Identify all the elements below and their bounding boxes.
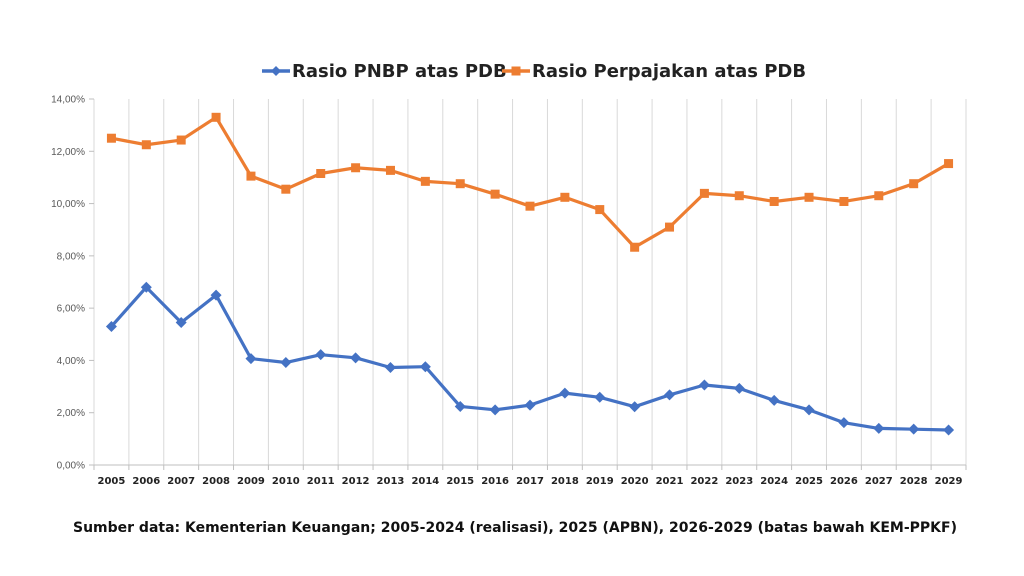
data-point bbox=[280, 357, 292, 369]
series-layer bbox=[105, 112, 955, 436]
y-tick-label: 10,00% bbox=[51, 199, 85, 210]
data-point bbox=[944, 159, 954, 169]
data-point bbox=[524, 399, 536, 411]
legend-marker-perpajakan bbox=[511, 66, 521, 76]
data-point bbox=[490, 189, 500, 199]
data-point bbox=[698, 379, 710, 391]
data-point bbox=[873, 422, 885, 434]
data-point bbox=[733, 382, 745, 394]
series-perpajakan bbox=[106, 112, 954, 252]
y-tick-label: 8,00% bbox=[57, 251, 85, 262]
data-point bbox=[803, 404, 815, 416]
x-tick-label: 2008 bbox=[202, 476, 230, 487]
x-tick-label: 2028 bbox=[900, 476, 928, 487]
data-point bbox=[664, 389, 676, 401]
y-tick-label: 6,00% bbox=[57, 304, 85, 315]
data-point bbox=[769, 196, 779, 206]
x-tick-label: 2010 bbox=[272, 476, 300, 487]
data-point bbox=[105, 320, 117, 332]
data-point bbox=[316, 169, 326, 179]
data-point bbox=[699, 188, 709, 198]
data-point bbox=[350, 352, 362, 364]
x-tick-label: 2007 bbox=[167, 476, 195, 487]
x-tick-label: 2016 bbox=[481, 476, 509, 487]
legend-label-pnbp: Rasio PNBP atas PDB bbox=[292, 61, 507, 82]
x-tick-label: 2022 bbox=[690, 476, 718, 487]
data-point bbox=[211, 112, 221, 122]
legend-label-perpajakan: Rasio Perpajakan atas PDB bbox=[532, 61, 806, 82]
data-point bbox=[629, 401, 641, 413]
data-point bbox=[838, 417, 850, 429]
x-tick-label: 2024 bbox=[760, 476, 788, 487]
data-point bbox=[176, 135, 186, 145]
data-point bbox=[908, 423, 920, 435]
data-point bbox=[874, 191, 884, 201]
x-tick-label: 2012 bbox=[342, 476, 370, 487]
data-point bbox=[525, 201, 535, 211]
data-point bbox=[419, 361, 431, 373]
x-tick-label: 2026 bbox=[830, 476, 858, 487]
data-point bbox=[734, 191, 744, 201]
x-tick-label: 2014 bbox=[411, 476, 439, 487]
data-point bbox=[595, 205, 605, 215]
data-point bbox=[454, 400, 466, 412]
data-point bbox=[384, 361, 396, 373]
y-tick-label: 4,00% bbox=[57, 356, 85, 367]
x-tick-label: 2011 bbox=[307, 476, 335, 487]
x-tick-label: 2015 bbox=[446, 476, 474, 487]
data-point bbox=[943, 424, 955, 436]
data-point bbox=[141, 140, 151, 150]
data-point bbox=[106, 133, 116, 143]
source-note: Sumber data: Kementerian Keuangan; 2005-… bbox=[73, 520, 957, 536]
data-point bbox=[245, 353, 257, 365]
data-point bbox=[420, 176, 430, 186]
y-tick-label: 12,00% bbox=[51, 147, 85, 158]
data-point bbox=[246, 171, 256, 181]
data-point bbox=[385, 165, 395, 175]
data-point bbox=[175, 317, 187, 329]
x-tick-label: 2018 bbox=[551, 476, 579, 487]
data-point bbox=[560, 192, 570, 202]
x-tick-label: 2023 bbox=[725, 476, 753, 487]
data-point bbox=[210, 289, 222, 301]
y-tick-label: 0,00% bbox=[57, 461, 85, 472]
legend-item-pnbp: Rasio PNBP atas PDB bbox=[262, 61, 507, 82]
series-pnbp bbox=[105, 281, 955, 436]
x-tick-label: 2019 bbox=[586, 476, 614, 487]
data-point bbox=[455, 179, 465, 189]
y-tick-label: 14,00% bbox=[51, 95, 85, 106]
x-tick-label: 2006 bbox=[132, 476, 160, 487]
x-tick-label: 2013 bbox=[377, 476, 405, 487]
x-tick-label: 2025 bbox=[795, 476, 823, 487]
axes: 0,00% 2,00% 4,00% 6,00% 8,00% 10,00% 12,00% 14,… bbox=[51, 95, 967, 487]
data-point bbox=[630, 242, 640, 252]
legend-marker-pnbp bbox=[271, 66, 281, 76]
series-line bbox=[109, 115, 951, 249]
x-tick-label: 2029 bbox=[935, 476, 963, 487]
y-tick-label: 2,00% bbox=[57, 408, 85, 419]
x-tick-label: 2020 bbox=[621, 476, 649, 487]
legend-item-perpajakan: Rasio Perpajakan atas PDB bbox=[502, 61, 806, 82]
data-point bbox=[489, 404, 501, 416]
data-point bbox=[351, 163, 361, 173]
x-tick-label: 2027 bbox=[865, 476, 893, 487]
x-tick-label: 2009 bbox=[237, 476, 265, 487]
x-tick-label: 2017 bbox=[516, 476, 544, 487]
data-point bbox=[839, 196, 849, 206]
data-point bbox=[315, 349, 327, 361]
x-tick-label: 2005 bbox=[98, 476, 126, 487]
data-point bbox=[559, 387, 571, 399]
data-point bbox=[804, 192, 814, 202]
data-point bbox=[909, 179, 919, 189]
data-point bbox=[140, 281, 152, 293]
x-tick-label: 2021 bbox=[656, 476, 684, 487]
legend: Rasio PNBP atas PDB Rasio Perpajakan ata… bbox=[262, 61, 806, 82]
data-point bbox=[281, 184, 291, 194]
data-point bbox=[594, 391, 606, 403]
data-point bbox=[768, 394, 780, 406]
data-point bbox=[665, 222, 675, 232]
